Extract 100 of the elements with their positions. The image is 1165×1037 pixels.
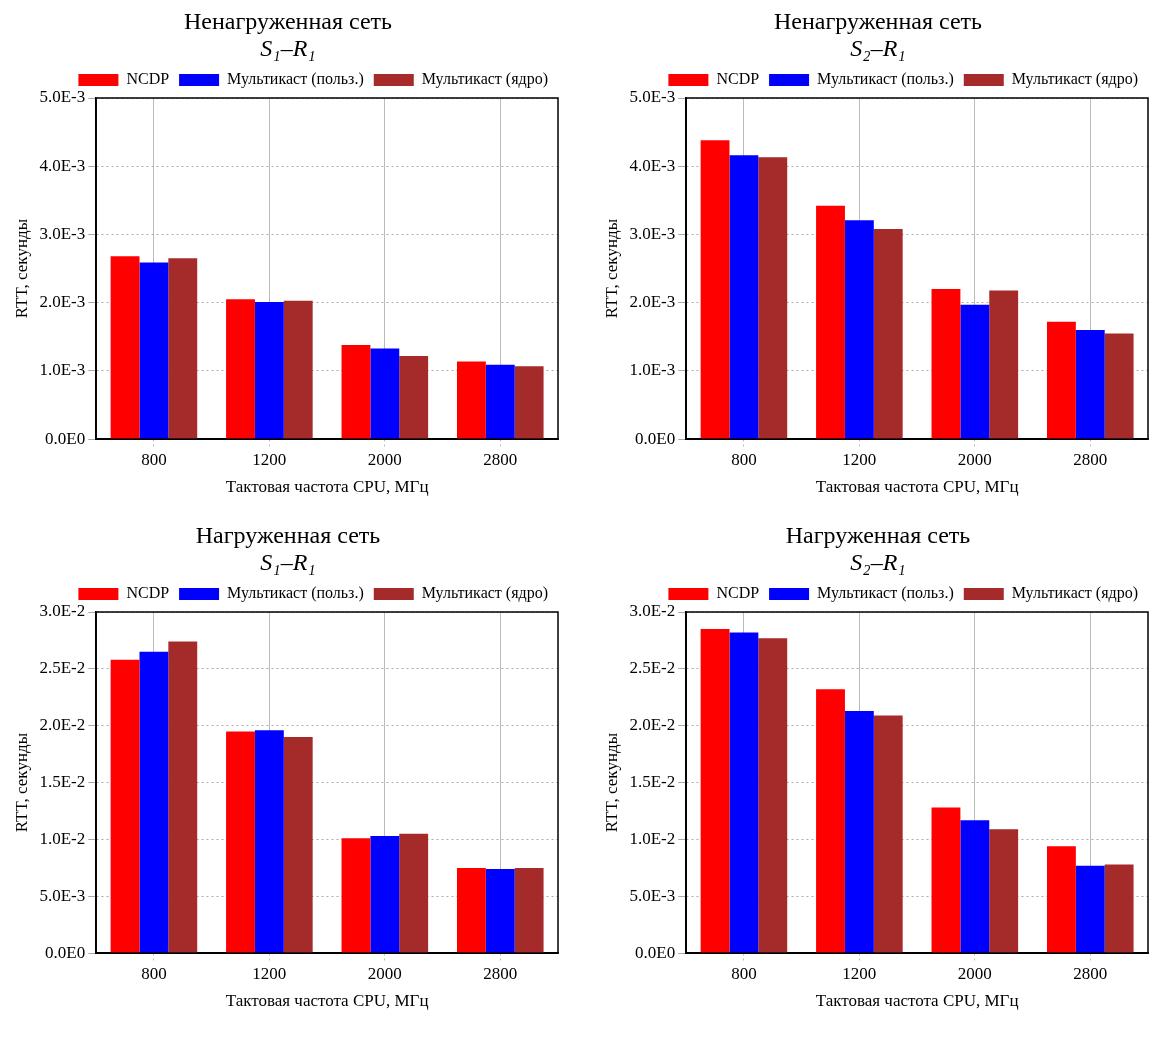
bar xyxy=(110,256,140,439)
legend-label: Мультикаст (польз.) xyxy=(817,70,954,89)
bar xyxy=(254,302,284,439)
bar xyxy=(873,229,903,439)
bar xyxy=(283,737,313,953)
bar xyxy=(399,355,429,439)
y-axis-title: RTT, секунды xyxy=(601,732,621,833)
legend-label: NCDP xyxy=(716,70,760,88)
y-tick-label: 5.0E-3 xyxy=(629,885,676,905)
x-tick-label: 2000 xyxy=(957,449,992,469)
bar xyxy=(370,836,400,953)
bar xyxy=(456,867,486,953)
y-tick-label: 2.0E-3 xyxy=(39,292,86,312)
bar xyxy=(844,220,874,439)
bar xyxy=(139,262,169,439)
bar xyxy=(1075,330,1105,439)
y-axis-title: RTT, секунды xyxy=(601,218,621,319)
y-tick-label: 2.0E-3 xyxy=(629,292,676,312)
y-tick-label: 1.5E-2 xyxy=(39,772,86,792)
y-tick-label: 3.0E-2 xyxy=(39,601,86,621)
bar xyxy=(816,689,845,953)
x-tick-label: 2800 xyxy=(1073,963,1108,983)
y-axis-title: RTT, секунды xyxy=(11,218,31,319)
bar xyxy=(399,833,429,953)
x-tick-label: 800 xyxy=(731,963,757,983)
bar xyxy=(1075,865,1105,953)
x-axis-title: Тактовая частота CPU, МГц xyxy=(815,991,1019,1011)
x-tick-label: 800 xyxy=(141,449,167,469)
y-tick-label: 5.0E-3 xyxy=(39,87,86,107)
x-tick-label: 1200 xyxy=(842,963,877,983)
bar xyxy=(729,155,759,439)
bar xyxy=(168,258,198,439)
chart-subtitle: S₂–R₁ xyxy=(849,35,907,62)
bar xyxy=(758,157,788,439)
x-tick-label: 1200 xyxy=(842,449,877,469)
legend-label: Мультикаст (ядро) xyxy=(1011,584,1138,603)
bar xyxy=(370,348,400,439)
y-tick-label: 4.0E-3 xyxy=(39,155,86,175)
x-tick-label: 2800 xyxy=(483,449,518,469)
x-axis-title: Тактовая частота CPU, МГц xyxy=(815,477,1019,497)
bar xyxy=(844,710,874,953)
bar xyxy=(254,730,284,953)
chart-subtitle: S₁–R₁ xyxy=(259,549,317,576)
chart-subtitle: S₁–R₁ xyxy=(259,35,317,62)
legend-label: NCDP xyxy=(716,584,760,602)
bar xyxy=(139,651,169,953)
bar xyxy=(931,289,961,439)
y-tick-label: 5.0E-3 xyxy=(39,885,86,905)
legend-label: Мультикаст (ядро) xyxy=(1011,70,1138,89)
x-tick-label: 2000 xyxy=(367,449,402,469)
y-tick-label: 3.0E-3 xyxy=(629,223,676,243)
bar xyxy=(226,731,255,953)
x-tick-label: 2000 xyxy=(957,963,992,983)
x-tick-label: 800 xyxy=(731,449,757,469)
bar xyxy=(514,366,544,439)
y-tick-label: 0.0E0 xyxy=(635,428,676,448)
y-tick-label: 2.5E-2 xyxy=(39,658,86,678)
x-axis-title: Тактовая частота CPU, МГц xyxy=(225,991,429,1011)
legend-label: Мультикаст (польз.) xyxy=(227,70,364,89)
x-tick-label: 1200 xyxy=(252,963,287,983)
bar xyxy=(931,807,961,953)
y-tick-label: 1.0E-3 xyxy=(629,360,676,380)
bar xyxy=(989,290,1019,439)
y-tick-label: 1.0E-2 xyxy=(39,828,86,848)
y-tick-label: 1.5E-2 xyxy=(629,772,676,792)
bar xyxy=(283,300,313,439)
legend-label: NCDP xyxy=(126,70,170,88)
bar xyxy=(514,867,544,953)
bar xyxy=(758,638,788,953)
bar xyxy=(989,829,1019,953)
bar xyxy=(456,361,486,439)
legend-label: Мультикаст (польз.) xyxy=(817,584,954,603)
y-tick-label: 3.0E-2 xyxy=(629,601,676,621)
bar xyxy=(700,140,730,439)
bar xyxy=(485,364,515,439)
x-tick-label: 2000 xyxy=(367,963,402,983)
y-tick-label: 4.0E-3 xyxy=(629,155,676,175)
y-tick-label: 1.0E-3 xyxy=(39,360,86,380)
y-tick-label: 0.0E0 xyxy=(45,428,86,448)
x-tick-label: 800 xyxy=(141,963,167,983)
bar xyxy=(700,629,730,953)
chart-subtitle: S₂–R₁ xyxy=(849,549,907,576)
legend-label: Мультикаст (ядро) xyxy=(421,584,548,603)
y-tick-label: 2.0E-2 xyxy=(629,715,676,735)
chart-title: Ненагруженная сеть xyxy=(773,8,983,35)
y-axis-title: RTT, секунды xyxy=(11,732,31,833)
bar xyxy=(341,345,371,439)
y-tick-label: 3.0E-3 xyxy=(39,223,86,243)
chart-title: Нагруженная сеть xyxy=(194,522,382,549)
x-tick-label: 2800 xyxy=(483,963,518,983)
legend-label: NCDP xyxy=(126,584,170,602)
bar xyxy=(960,304,990,439)
legend-label: Мультикаст (польз.) xyxy=(227,584,364,603)
bar xyxy=(873,715,903,953)
bar xyxy=(960,820,990,953)
bar xyxy=(110,659,140,953)
y-tick-label: 2.5E-2 xyxy=(629,658,676,678)
y-tick-label: 0.0E0 xyxy=(635,942,676,962)
legend-label: Мультикаст (ядро) xyxy=(421,70,548,89)
x-tick-label: 1200 xyxy=(252,449,287,469)
